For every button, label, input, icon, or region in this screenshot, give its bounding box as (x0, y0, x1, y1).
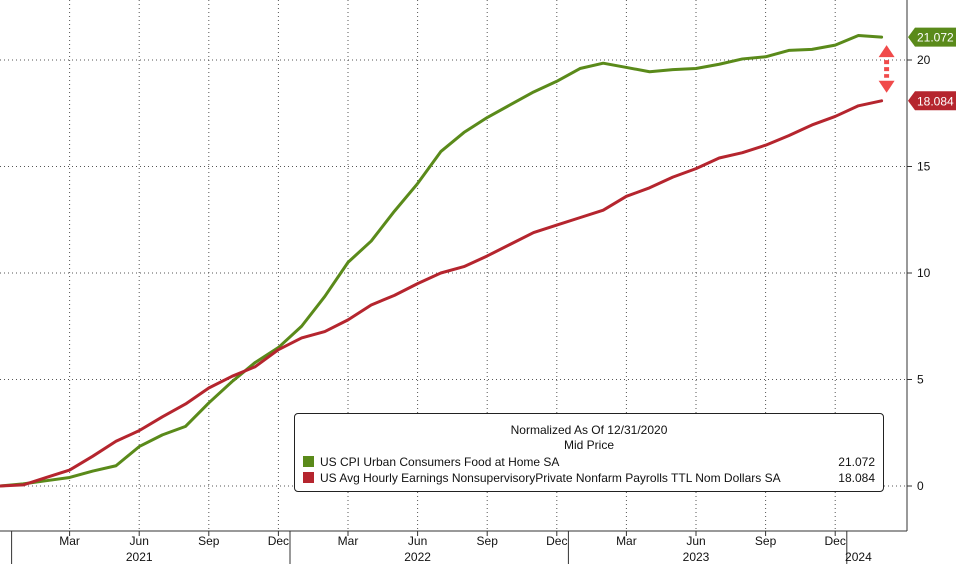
arrow-head-up (878, 45, 895, 58)
series-line-wages (0, 99, 884, 488)
x-tick-label: Dec (546, 534, 567, 548)
x-tick-label: Jun (408, 534, 427, 548)
x-tick-label: Mar (338, 534, 359, 548)
legend-title: Normalized As Of 12/31/2020 Mid Price (295, 423, 883, 453)
y-tick-label: 0 (917, 479, 924, 493)
legend-value-wages: 18.084 (838, 471, 875, 485)
legend-value-cpi: 21.072 (838, 455, 875, 469)
end-value-tag (908, 91, 956, 111)
legend-title-mid-price: Mid Price (563, 438, 614, 452)
x-tick-label: Mar (59, 534, 80, 548)
year-label: 2023 (683, 550, 710, 564)
end-value-label: 18.084 (917, 94, 954, 108)
arrow-head-down (878, 80, 895, 93)
legend-swatch-cpi (303, 456, 314, 467)
legend-label-cpi: US CPI Urban Consumers Food at Home SA (320, 455, 560, 469)
y-tick-label: 10 (917, 266, 931, 280)
end-value-label: 21.072 (917, 31, 954, 45)
x-tick-label: Jun (130, 534, 149, 548)
legend-item-wages: US Avg Hourly Earnings NonsupervisoryPri… (303, 470, 875, 486)
legend-label-wages: US Avg Hourly Earnings NonsupervisoryPri… (320, 471, 781, 485)
y-tick-label: 15 (917, 160, 931, 174)
x-tick-label: Dec (825, 534, 846, 548)
x-tick-label: Jun (686, 534, 705, 548)
legend-swatch-wages (303, 472, 314, 483)
legend-title-normalized: Normalized As Of 12/31/2020 (510, 423, 668, 437)
legend-item-cpi: US CPI Urban Consumers Food at Home SA 2… (303, 454, 875, 470)
y-tick-label: 20 (917, 53, 931, 67)
x-tick-label: Mar (616, 534, 637, 548)
x-tick-label: Dec (268, 534, 289, 548)
chart-legend: Normalized As Of 12/31/2020 Mid Price US… (294, 413, 884, 492)
year-label: 2021 (126, 550, 153, 564)
year-label: 2022 (404, 550, 431, 564)
x-tick-label: Sep (477, 534, 499, 548)
x-tick-label: Sep (755, 534, 777, 548)
y-tick-label: 5 (917, 373, 924, 387)
end-value-tag (908, 27, 956, 47)
x-tick-label: Sep (198, 534, 220, 548)
year-label: 2024 (845, 550, 872, 564)
series-line-cpi (0, 34, 884, 488)
